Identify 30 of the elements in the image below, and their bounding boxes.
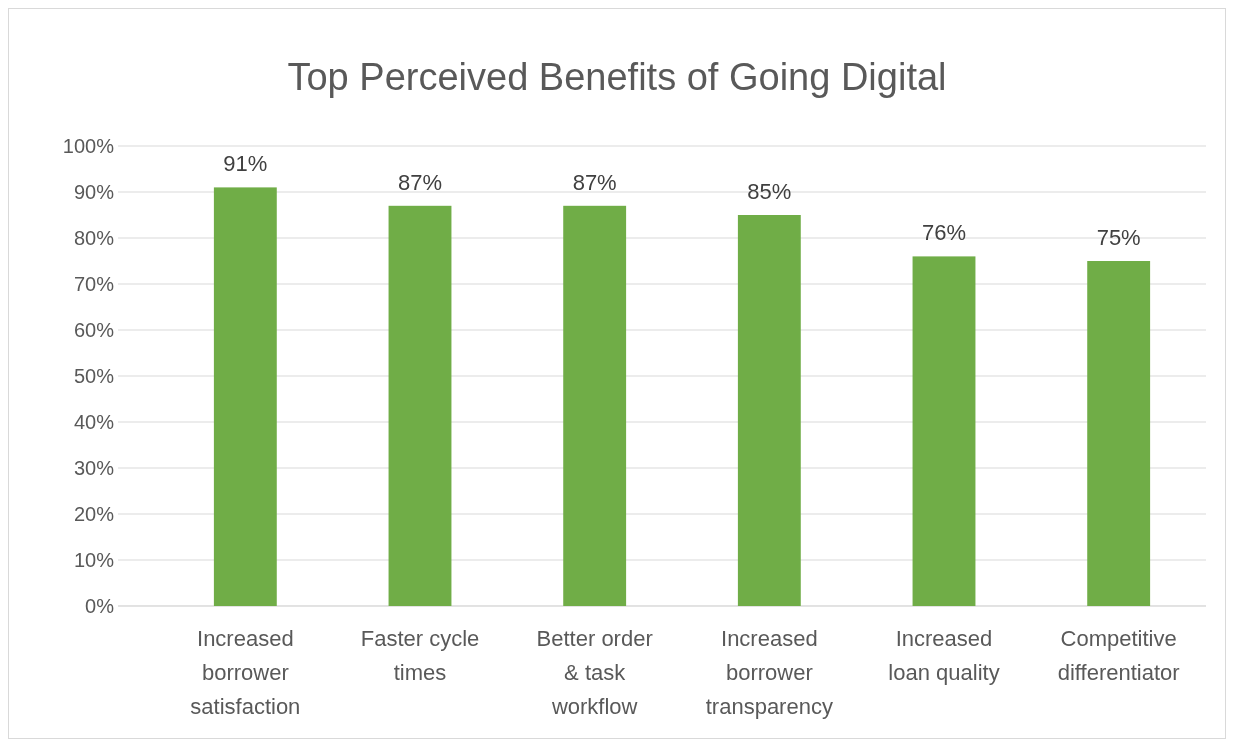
- y-tick-label: 20%: [73, 503, 115, 525]
- chart-title: Top Perceived Benefits of Going Digital: [287, 56, 947, 98]
- x-tick-label: Increased borrower satisfaction: [190, 626, 301, 719]
- bar: [1087, 261, 1151, 606]
- y-tick-label: 50%: [73, 365, 115, 387]
- y-tick-label: 10%: [73, 549, 115, 571]
- x-tick-label: Increased loan quality: [888, 626, 1000, 685]
- data-label: 85%: [747, 179, 792, 204]
- y-tick-label: 70%: [73, 273, 115, 295]
- y-tick-label: 90%: [73, 181, 115, 203]
- y-tick-label: 40%: [73, 411, 115, 433]
- data-label: 87%: [397, 169, 443, 195]
- bar: [388, 205, 452, 606]
- y-tick-label: 30%: [73, 457, 115, 479]
- y-tick-label: 60%: [73, 319, 115, 341]
- x-tick-label: Faster cycle times: [360, 626, 480, 685]
- x-tick-label: Competitive differentiator: [1057, 626, 1180, 685]
- data-label: 91%: [223, 151, 268, 177]
- y-tick-label: 100%: [62, 135, 115, 157]
- bar: [563, 205, 627, 606]
- y-tick-label: 80%: [73, 227, 115, 249]
- bar: [912, 256, 976, 606]
- bar: [213, 187, 277, 606]
- data-label: 76%: [921, 220, 967, 246]
- y-tick-label: 0%: [85, 595, 115, 617]
- x-tick-label: Increased borrower transparency: [705, 626, 833, 719]
- data-label: 75%: [1096, 225, 1141, 250]
- data-label: 87%: [572, 169, 617, 195]
- bar: [737, 215, 801, 606]
- x-tick-label: Better order & task workflow: [536, 626, 653, 719]
